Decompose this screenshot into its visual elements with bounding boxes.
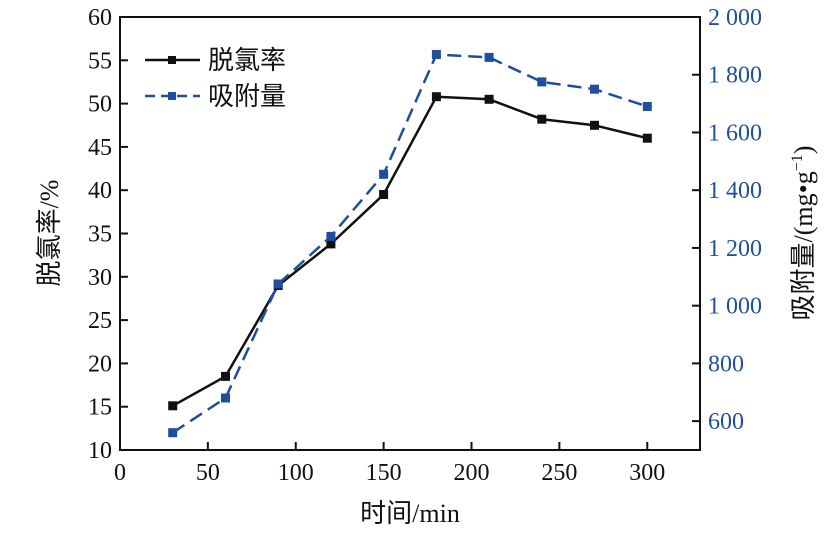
data-point-dechlorination xyxy=(484,94,494,104)
data-point-adsorption xyxy=(590,84,599,94)
legend-marker-dechlorination xyxy=(168,56,176,64)
data-point-dechlorination xyxy=(221,371,230,381)
left-tick-label: 45 xyxy=(88,135,112,161)
x-tick-label: 200 xyxy=(454,460,490,486)
legend-label-dechlorination: 脱氯率 xyxy=(208,46,286,75)
left-axis: 10 15 20 25 30 35 40 45 50 55 60 xyxy=(88,5,128,464)
data-point-dechlorination xyxy=(379,190,389,199)
series-line-adsorption xyxy=(172,53,648,434)
right-tick-label: 600 xyxy=(708,409,744,435)
data-point-adsorption xyxy=(326,231,336,241)
data-point-adsorption xyxy=(642,102,652,111)
x-tick-label: 0 xyxy=(114,460,126,486)
left-tick-label: 25 xyxy=(88,308,112,334)
right-axis: 600 800 1 000 1 200 1 400 1 600 1 800 2 000 xyxy=(692,5,762,435)
x-tick-label: 250 xyxy=(541,460,577,486)
legend-marker-adsorption xyxy=(168,92,176,100)
right-tick-label: 1 600 xyxy=(708,120,762,146)
x-axis-title: 时间/min xyxy=(360,499,460,528)
left-tick-label: 60 xyxy=(88,5,112,31)
data-point-adsorption xyxy=(221,393,230,403)
data-point-adsorption xyxy=(431,50,441,59)
left-tick-label: 50 xyxy=(88,92,112,118)
data-point-dechlorination xyxy=(642,133,652,143)
x-tick-label: 150 xyxy=(366,460,402,486)
data-point-dechlorination xyxy=(537,114,547,124)
legend: 脱氯率 吸附量 xyxy=(145,46,286,111)
data-point-adsorption xyxy=(537,77,547,87)
left-tick-label: 20 xyxy=(88,351,112,377)
data-point-dechlorination xyxy=(168,401,178,411)
data-point-adsorption xyxy=(273,279,283,289)
right-axis-title-main: 吸附量/(mg•g xyxy=(789,171,818,320)
legend-label-adsorption: 吸附量 xyxy=(208,82,286,111)
x-tick-label: 300 xyxy=(629,460,665,486)
left-tick-label: 55 xyxy=(88,48,112,74)
x-tick-label: 100 xyxy=(278,460,314,486)
left-axis-title: 脱氯率/% xyxy=(35,180,64,287)
right-tick-label: 1 000 xyxy=(708,294,762,320)
right-axis-title-sup: −1 xyxy=(789,154,806,171)
data-point-adsorption xyxy=(484,52,494,62)
data-point-adsorption xyxy=(168,428,178,438)
right-tick-label: 800 xyxy=(708,351,744,377)
right-tick-label: 2 000 xyxy=(708,5,762,31)
left-tick-label: 30 xyxy=(88,265,112,291)
x-axis: 0 50 100 150 200 250 300 xyxy=(114,442,665,486)
left-tick-label: 40 xyxy=(88,178,112,204)
right-tick-label: 1 200 xyxy=(708,236,762,262)
right-axis-title: 吸附量/(mg•g−1) xyxy=(789,146,818,321)
left-tick-label: 15 xyxy=(88,395,112,421)
plot-frame xyxy=(119,16,701,451)
data-point-dechlorination xyxy=(326,239,336,249)
series-line-dechlorination xyxy=(172,95,648,407)
left-tick-label: 35 xyxy=(88,222,112,248)
series-layer xyxy=(168,50,652,438)
right-axis-title-tail: ) xyxy=(789,146,818,155)
left-tick-label: 10 xyxy=(88,438,112,464)
x-tick-label: 50 xyxy=(196,460,220,486)
data-point-adsorption xyxy=(379,169,389,179)
data-point-dechlorination xyxy=(431,92,441,102)
right-tick-label: 1 400 xyxy=(708,178,762,204)
right-tick-label: 1 800 xyxy=(708,63,762,89)
data-point-dechlorination xyxy=(590,120,599,130)
